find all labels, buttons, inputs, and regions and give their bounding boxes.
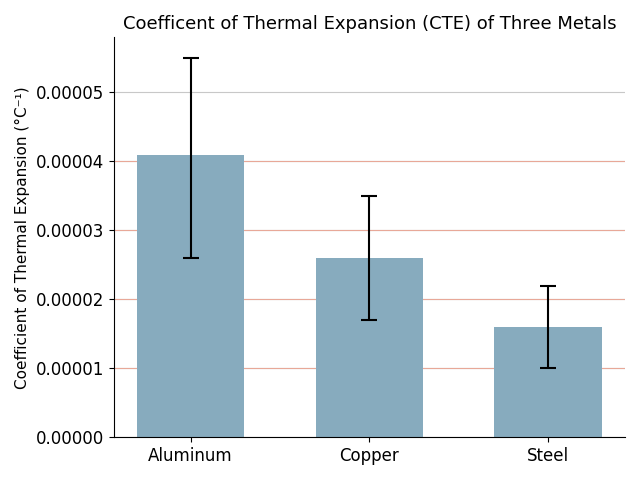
Y-axis label: Coefficient of Thermal Expansion (°C⁻¹): Coefficient of Thermal Expansion (°C⁻¹) <box>15 86 30 389</box>
Bar <box>495 327 602 437</box>
Bar <box>316 258 423 437</box>
Title: Coefficent of Thermal Expansion (CTE) of Three Metals: Coefficent of Thermal Expansion (CTE) of… <box>122 15 616 33</box>
Bar <box>137 155 244 437</box>
